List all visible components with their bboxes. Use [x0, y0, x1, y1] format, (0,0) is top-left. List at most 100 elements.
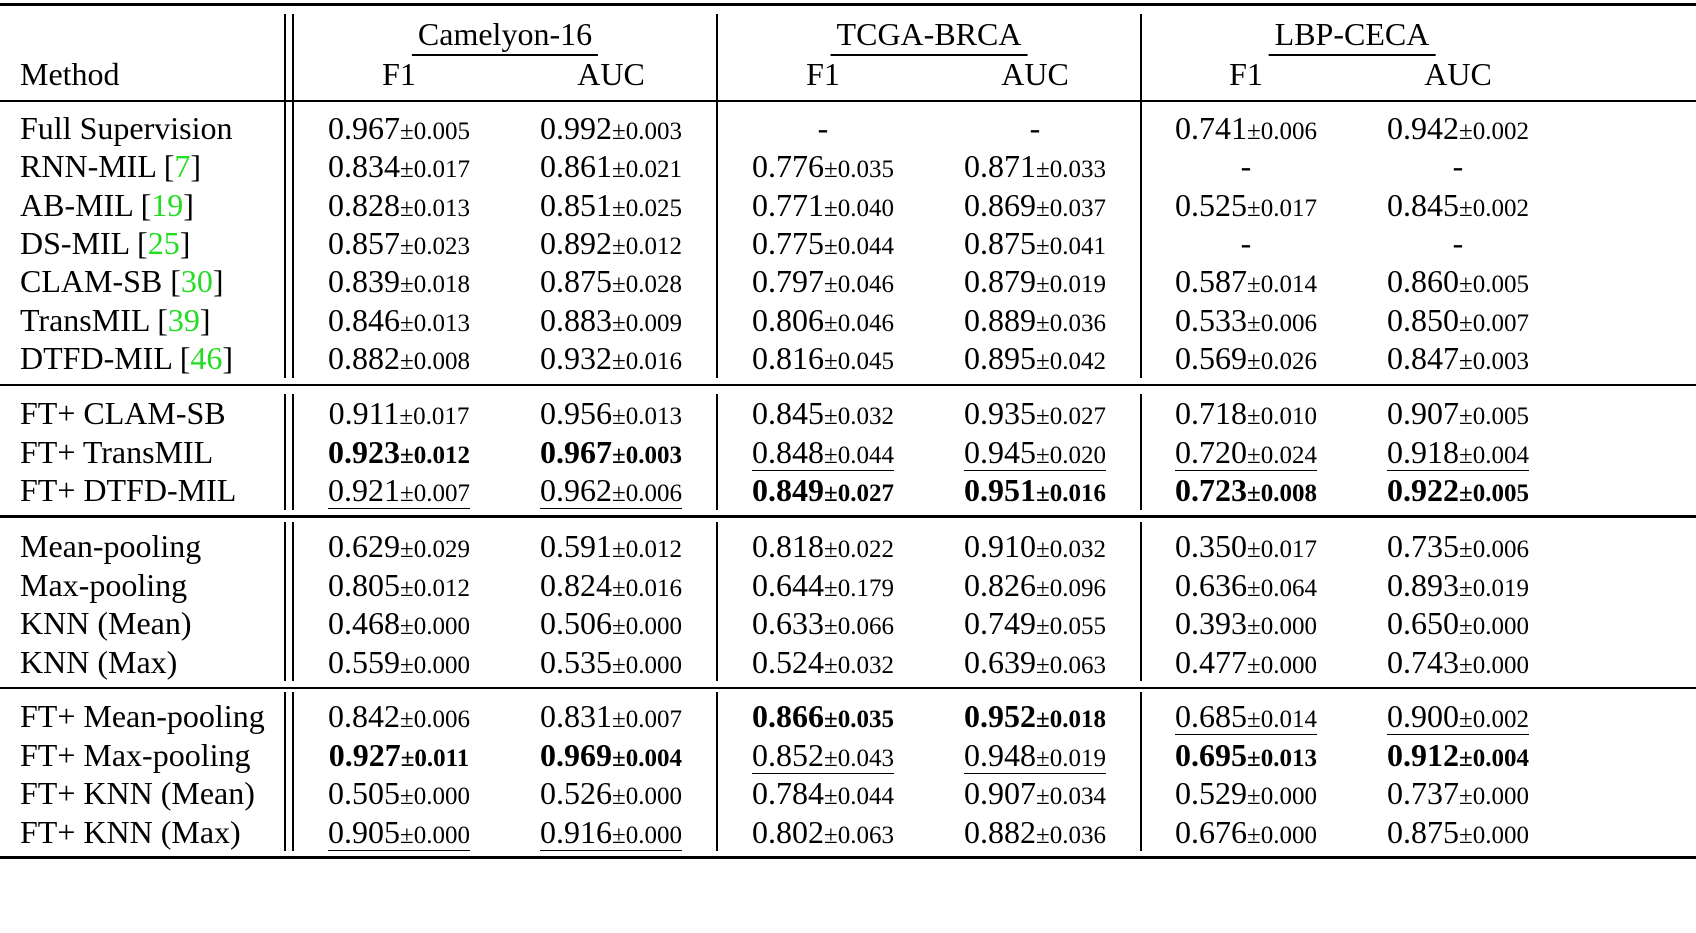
result-value: 0.875	[540, 263, 613, 299]
method-label: FT+ KNN (Max)	[20, 814, 241, 850]
result-value: 0.526	[540, 775, 613, 811]
result-cell: 0.935±0.027	[964, 397, 1106, 429]
result-std: ±0.029	[400, 536, 470, 563]
result-std: ±0.044	[824, 233, 894, 260]
metric-header-f1: F1	[1229, 56, 1263, 92]
result-std: ±0.000	[1247, 783, 1317, 810]
result-cell: 0.846±0.013	[328, 304, 470, 336]
result-cell: 0.644±0.179	[752, 569, 894, 601]
result-std: ±0.006	[1459, 536, 1529, 563]
result-cell: 0.895±0.042	[964, 342, 1106, 374]
result-std: ±0.041	[1036, 233, 1106, 260]
result-cell: 0.875±0.028	[540, 265, 682, 297]
result-std: ±0.017	[1247, 536, 1317, 563]
result-cell: 0.969±0.004	[540, 739, 682, 771]
result-value: 0.525	[1175, 187, 1248, 223]
result-cell: 0.797±0.046	[752, 265, 894, 297]
result-cell: 0.506±0.000	[540, 607, 682, 639]
method-label: FT+ TransMIL	[20, 434, 214, 470]
result-cell: 0.735±0.006	[1387, 530, 1529, 562]
result-value: 0.506	[540, 605, 613, 641]
result-std: ±0.004	[1459, 442, 1529, 469]
citation-link[interactable]: 46	[190, 340, 223, 376]
metric-header-auc: AUC	[1424, 56, 1492, 92]
result-std: ±0.032	[1036, 536, 1106, 563]
result-cell: 0.869±0.037	[964, 189, 1106, 221]
result-value: 0.866	[752, 698, 825, 734]
result-std: ±0.025	[612, 195, 682, 222]
top-rule	[0, 3, 1696, 6]
method-label: AB-MIL [	[20, 187, 152, 223]
result-value: 0.845	[1387, 187, 1460, 223]
result-std: ±0.000	[612, 783, 682, 810]
citation-link[interactable]: 25	[147, 225, 180, 261]
result-cell: 0.525±0.017	[1175, 189, 1317, 221]
citation-link[interactable]: 19	[151, 187, 184, 223]
result-value: 0.805	[328, 567, 401, 603]
result-std: ±0.055	[1036, 613, 1106, 640]
method-name: Mean-pooling	[20, 530, 201, 562]
result-value: 0.895	[964, 340, 1037, 376]
result-value: 0.967	[328, 110, 401, 146]
result-value: 0.723	[1175, 472, 1248, 508]
result-std: ±0.035	[824, 156, 894, 183]
result-cell: 0.737±0.000	[1387, 777, 1529, 809]
citation-bracket: ]	[190, 148, 201, 184]
result-std: ±0.004	[1459, 745, 1529, 772]
result-std: ±0.000	[400, 822, 470, 849]
method-name: FT+ KNN (Mean)	[20, 777, 255, 809]
result-cell: 0.776±0.035	[752, 150, 894, 182]
result-value: 0.591	[540, 528, 613, 564]
result-value: 0.907	[964, 775, 1037, 811]
result-std: ±0.016	[1036, 480, 1106, 507]
column-separator	[1140, 394, 1142, 510]
result-value: 0.741	[1175, 110, 1248, 146]
result-cell: 0.900±0.002	[1387, 700, 1529, 735]
column-separator	[292, 394, 294, 510]
result-std: ±0.034	[1036, 783, 1106, 810]
result-value: 0.771	[752, 187, 825, 223]
result-cell: 0.952±0.018	[964, 700, 1106, 732]
result-value: 0.951	[964, 472, 1037, 508]
result-cell: 0.723±0.008	[1175, 474, 1317, 506]
result-value: 0.831	[540, 698, 613, 734]
result-cell: 0.849±0.027	[752, 474, 894, 506]
result-std: ±0.024	[1247, 442, 1317, 469]
result-std: ±0.063	[824, 822, 894, 849]
method-label: DTFD-MIL [	[20, 340, 191, 376]
result-std: ±0.005	[1459, 480, 1529, 507]
result-cell: 0.805±0.012	[328, 569, 470, 601]
result-cell: 0.775±0.044	[752, 227, 894, 259]
result-std: ±0.019	[1036, 745, 1106, 772]
citation-link[interactable]: 30	[180, 263, 213, 299]
result-value: -	[1029, 110, 1041, 146]
result-cell: 0.559±0.000	[328, 646, 470, 678]
column-separator	[292, 14, 294, 378]
method-label: Mean-pooling	[20, 528, 202, 564]
result-cell: 0.524±0.032	[752, 646, 894, 678]
result-value: 0.529	[1175, 775, 1248, 811]
citation-link[interactable]: 39	[167, 302, 200, 338]
result-cell: 0.945±0.020	[964, 436, 1106, 471]
result-value: 0.749	[964, 605, 1037, 641]
result-value: 0.927	[328, 737, 401, 773]
result-cell: 0.850±0.007	[1387, 304, 1529, 336]
result-value: 0.828	[328, 187, 401, 223]
result-value: 0.650	[1387, 605, 1460, 641]
result-cell: 0.741±0.006	[1175, 112, 1317, 144]
metric-header-f1: F1	[382, 56, 416, 92]
result-cell: 0.529±0.000	[1175, 777, 1317, 809]
result-cell: 0.591±0.012	[540, 530, 682, 562]
citation-link[interactable]: 7	[174, 148, 191, 184]
result-cell: 0.806±0.046	[752, 304, 894, 336]
result-cell: 0.922±0.005	[1387, 474, 1529, 506]
column-separator	[716, 14, 718, 378]
result-value: 0.921	[328, 472, 401, 508]
result-std: ±0.008	[1247, 480, 1317, 507]
method-name: FT+ Mean-pooling	[20, 700, 265, 732]
result-value: 0.834	[328, 148, 401, 184]
dataset-header-lbp-ceca: LBP-CECA	[1268, 18, 1436, 56]
result-cell: 0.828±0.013	[328, 189, 470, 221]
result-value: 0.775	[752, 225, 825, 261]
result-value: 0.923	[328, 434, 401, 470]
